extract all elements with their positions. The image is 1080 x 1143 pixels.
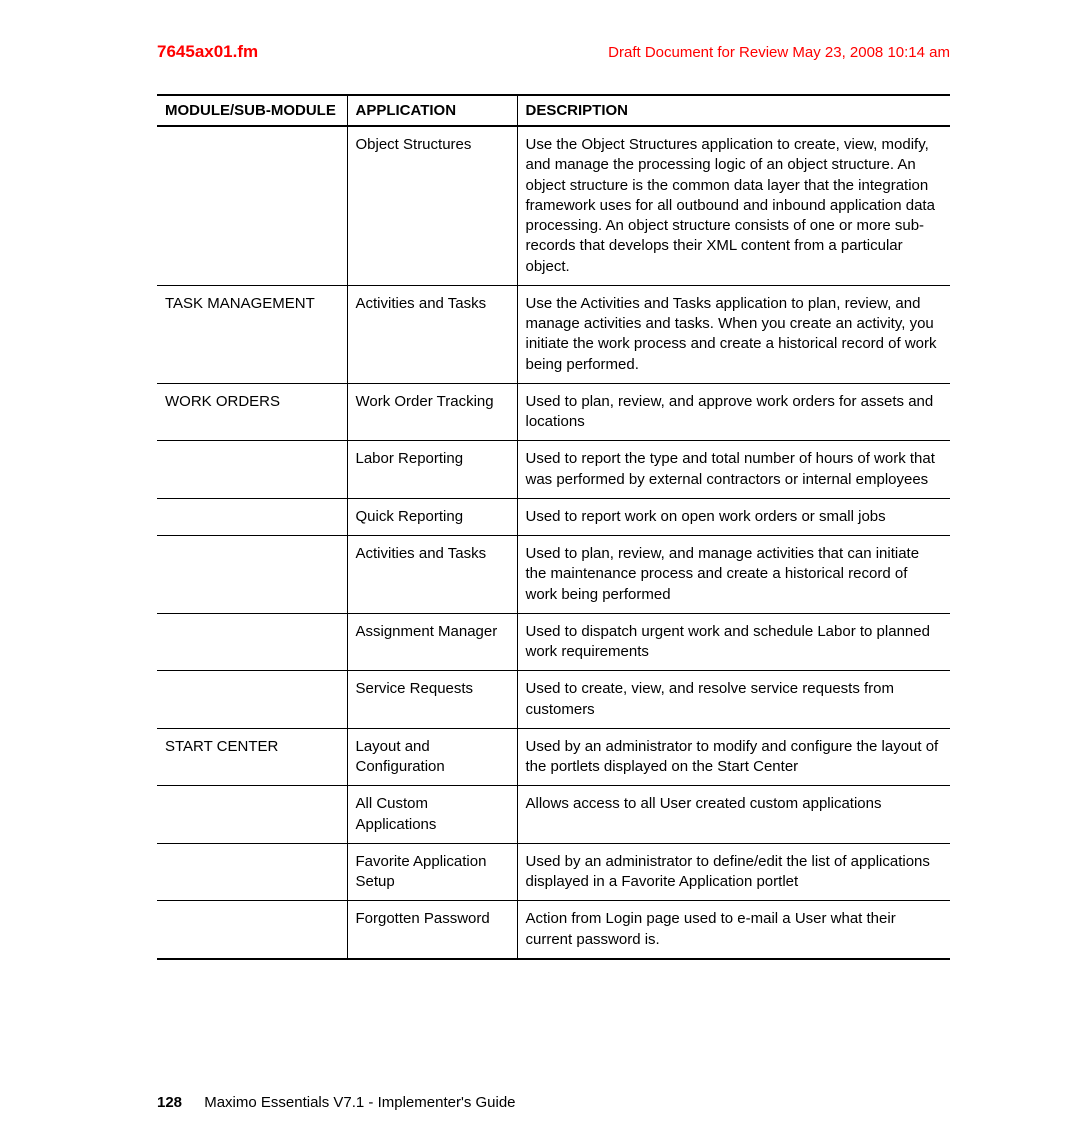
cell-module: TASK MANAGEMENT: [157, 285, 347, 383]
cell-application: Assignment Manager: [347, 613, 517, 671]
document-draft-stamp: Draft Document for Review May 23, 2008 1…: [608, 44, 950, 61]
cell-description: Used to create, view, and resolve servic…: [517, 671, 950, 729]
table-row: Object StructuresUse the Object Structur…: [157, 126, 950, 285]
cell-description: Used to dispatch urgent work and schedul…: [517, 613, 950, 671]
cell-description: Action from Login page used to e-mail a …: [517, 901, 950, 959]
page-header: 7645ax01.fm Draft Document for Review Ma…: [157, 42, 950, 62]
table-body: Object StructuresUse the Object Structur…: [157, 126, 950, 959]
cell-module: [157, 126, 347, 285]
cell-application: Favorite Application Setup: [347, 843, 517, 901]
module-application-table: MODULE/SUB-MODULE APPLICATION DESCRIPTIO…: [157, 94, 950, 960]
cell-application: Quick Reporting: [347, 498, 517, 535]
table-row: Quick ReportingUsed to report work on op…: [157, 498, 950, 535]
cell-description: Used by an administrator to define/edit …: [517, 843, 950, 901]
table-row: Favorite Application SetupUsed by an adm…: [157, 843, 950, 901]
cell-application: Forgotten Password: [347, 901, 517, 959]
cell-module: [157, 671, 347, 729]
table-row: Assignment ManagerUsed to dispatch urgen…: [157, 613, 950, 671]
table-row: START CENTERLayout and ConfigurationUsed…: [157, 728, 950, 786]
cell-description: Used to plan, review, and approve work o…: [517, 383, 950, 441]
cell-module: [157, 536, 347, 614]
table-row: TASK MANAGEMENTActivities and TasksUse t…: [157, 285, 950, 383]
cell-description: Used by an administrator to modify and c…: [517, 728, 950, 786]
column-header-description: DESCRIPTION: [517, 95, 950, 126]
cell-module: [157, 843, 347, 901]
footer-title: Maximo Essentials V7.1 - Implementer's G…: [204, 1094, 515, 1111]
cell-application: Labor Reporting: [347, 441, 517, 499]
cell-module: [157, 498, 347, 535]
cell-module: [157, 901, 347, 959]
cell-application: Object Structures: [347, 126, 517, 285]
cell-description: Used to report work on open work orders …: [517, 498, 950, 535]
cell-description: Use the Object Structures application to…: [517, 126, 950, 285]
cell-description: Allows access to all User created custom…: [517, 786, 950, 844]
table-row: Forgotten PasswordAction from Login page…: [157, 901, 950, 959]
cell-application: Activities and Tasks: [347, 536, 517, 614]
document-filename: 7645ax01.fm: [157, 42, 258, 62]
cell-description: Used to plan, review, and manage activit…: [517, 536, 950, 614]
cell-description: Used to report the type and total number…: [517, 441, 950, 499]
column-header-module: MODULE/SUB-MODULE: [157, 95, 347, 126]
cell-application: Work Order Tracking: [347, 383, 517, 441]
cell-description: Use the Activities and Tasks application…: [517, 285, 950, 383]
table-row: Service RequestsUsed to create, view, an…: [157, 671, 950, 729]
table-row: Activities and TasksUsed to plan, review…: [157, 536, 950, 614]
table-row: All Custom ApplicationsAllows access to …: [157, 786, 950, 844]
cell-module: [157, 441, 347, 499]
table-row: Labor ReportingUsed to report the type a…: [157, 441, 950, 499]
cell-module: WORK ORDERS: [157, 383, 347, 441]
table-header-row: MODULE/SUB-MODULE APPLICATION DESCRIPTIO…: [157, 95, 950, 126]
cell-application: All Custom Applications: [347, 786, 517, 844]
cell-module: [157, 613, 347, 671]
cell-application: Activities and Tasks: [347, 285, 517, 383]
cell-module: START CENTER: [157, 728, 347, 786]
column-header-application: APPLICATION: [347, 95, 517, 126]
cell-application: Layout and Configuration: [347, 728, 517, 786]
page-number: 128: [157, 1094, 182, 1111]
table-row: WORK ORDERSWork Order TrackingUsed to pl…: [157, 383, 950, 441]
page-footer: 128 Maximo Essentials V7.1 - Implementer…: [157, 1094, 516, 1111]
cell-module: [157, 786, 347, 844]
cell-application: Service Requests: [347, 671, 517, 729]
